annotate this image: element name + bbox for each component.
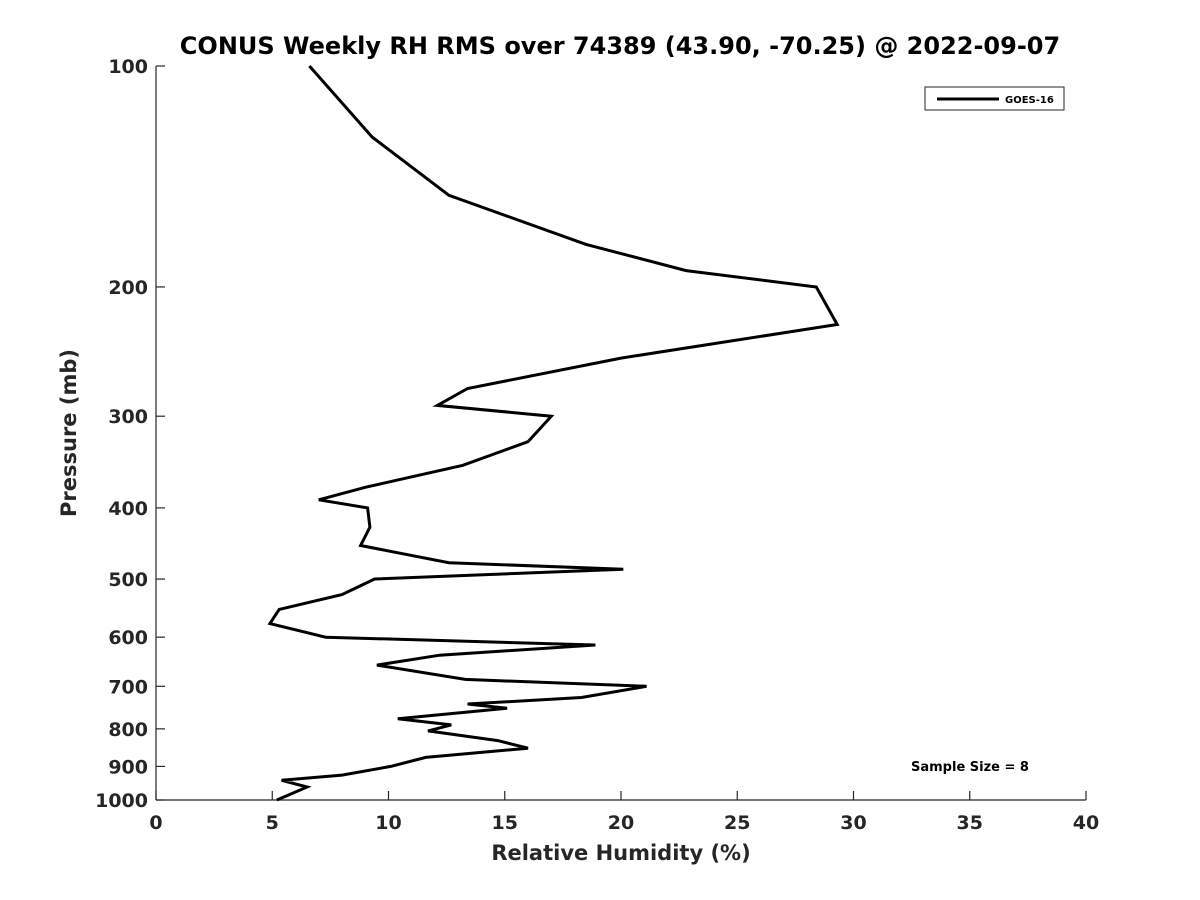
x-tick-label: 5 [266,812,279,834]
x-tick-label: 25 [724,812,750,834]
y-axis-ticks: 100 200 300 400 500 600 700 800 900 1000 [95,56,165,812]
y-tick-label: 600 [108,627,148,649]
x-tick-label: 20 [608,812,634,834]
x-axis-ticks: 0 5 10 15 20 25 30 35 40 [149,791,1099,834]
plot-area: 0 5 10 15 20 25 30 35 40 100 200 300 400 500 600 700 80… [95,56,1099,834]
y-tick-label: 300 [108,406,148,428]
x-tick-label: 15 [492,812,518,834]
x-tick-label: 10 [375,812,401,834]
sample-size-annotation: Sample Size = 8 [911,760,1029,775]
series-layer [267,65,840,802]
x-tick-label: 30 [840,812,866,834]
y-tick-label: 900 [108,756,148,778]
series-line-goes-16 [267,65,840,802]
legend-label: GOES-16 [1005,95,1054,106]
y-tick-label: 1000 [95,790,148,812]
x-tick-label: 0 [149,812,162,834]
y-axis-label: Pressure (mb) [57,349,81,517]
chart-title: CONUS Weekly RH RMS over 74389 (43.90, -… [180,32,1060,60]
y-tick-label: 800 [108,719,148,741]
legend: GOES-16 [924,86,1065,111]
y-tick-label: 200 [108,277,148,299]
x-tick-label: 35 [957,812,983,834]
y-tick-label: 100 [108,56,148,78]
x-tick-label: 40 [1073,812,1099,834]
y-tick-label: 500 [108,569,148,591]
y-tick-label: 700 [108,676,148,698]
y-tick-label: 400 [108,498,148,520]
x-axis-label: Relative Humidity (%) [491,841,750,865]
